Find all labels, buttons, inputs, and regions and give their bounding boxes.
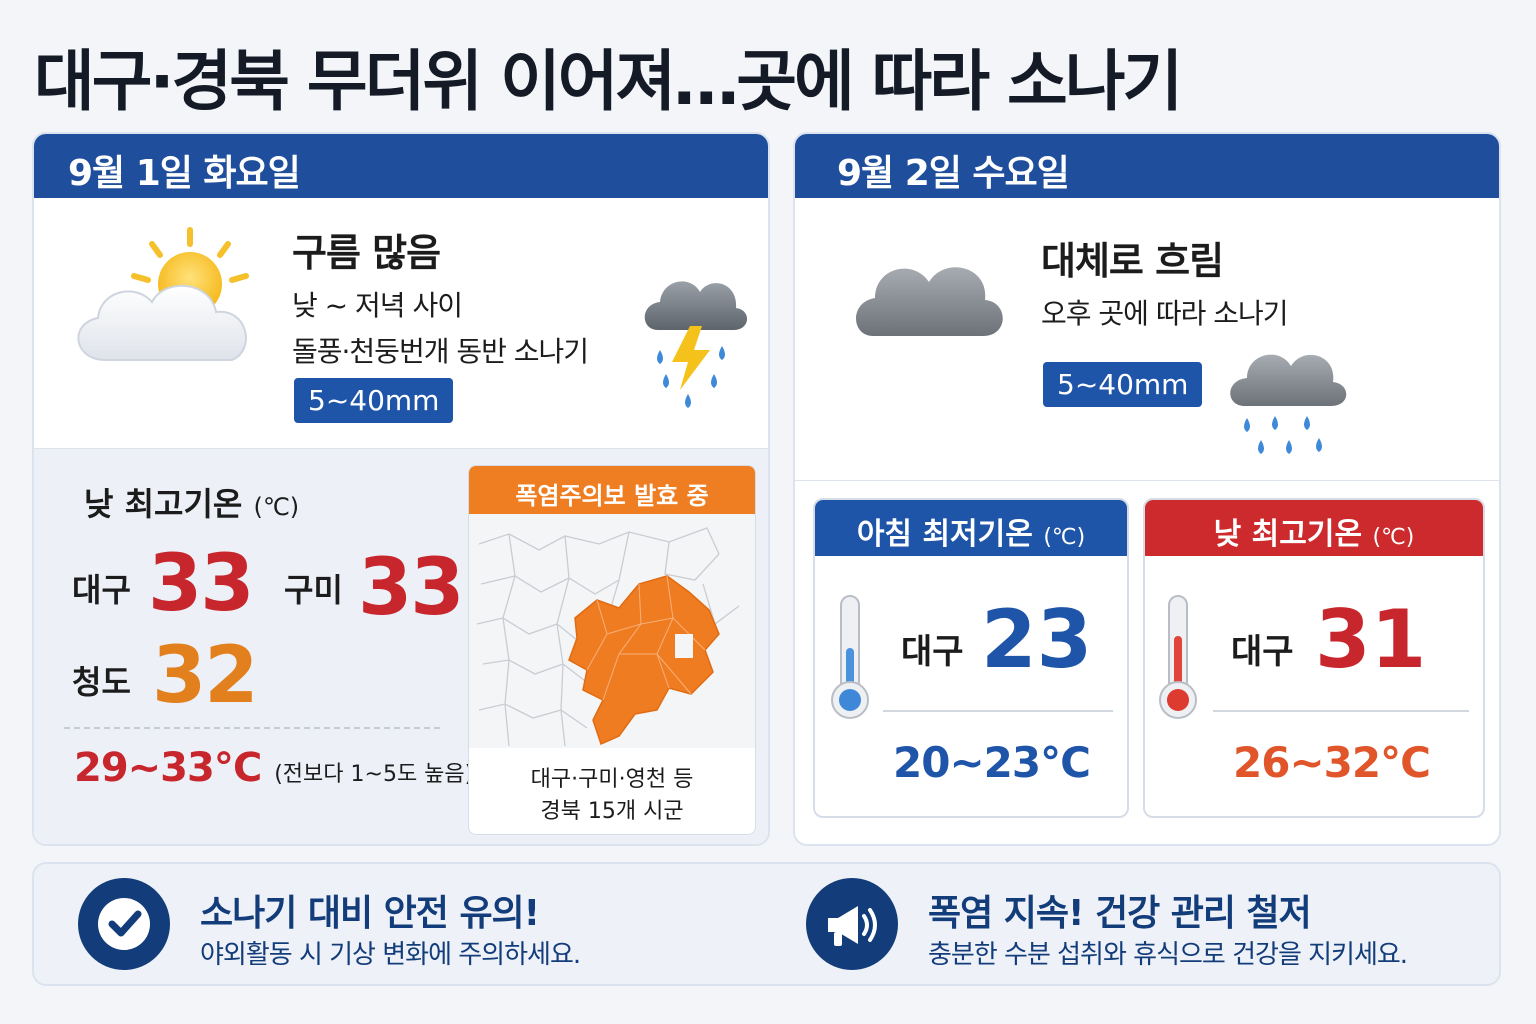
sun-behind-cloud-icon [77,227,249,361]
day1-high-value-2: 33 [358,543,465,633]
tip-2-text: 충분한 수분 섭취와 휴식으로 건강을 지키세요. [928,940,1408,970]
heat-advisory-box: 폭염주의보 발효 중 [468,465,756,835]
checkmark-icon [78,878,170,970]
high-temp-card: 낮 최고기온 (℃) 대구 31 26~32℃ [1143,498,1485,818]
day1-city-1: 대구 [72,571,131,609]
day1-range-value: 29~33℃ [74,745,262,791]
day2-rain-badge: 5~40mm [1043,362,1203,407]
heat-advisory-title: 폭염주의보 발효 중 [469,466,755,514]
low-temp-range: 20~23℃ [893,738,1091,787]
tip-2-title: 폭염 지속! 건강 관리 철저 [928,893,1312,934]
day1-date: 9월 1일 화요일 [34,134,768,198]
hot-thermometer-icon [1159,595,1197,719]
day2-detail-line1: 오후 곳에 따라 소나기 [1041,297,1289,330]
cold-thermometer-icon [831,595,869,719]
day2-condition: 대체로 흐림 [1041,239,1224,283]
high-temp-range: 26~32℃ [1233,738,1431,787]
low-temp-label: 아침 최저기온 [856,517,1033,552]
day2-panel: 9월 2일 수요일 대체로 흐림 오후 곳에 따라 소나기 5~40mm 아침 … [793,132,1501,846]
divider [883,710,1113,712]
divider [795,480,1499,481]
day1-city-3: 청도 [72,663,131,701]
gyeongbuk-map-icon [469,514,755,748]
thunderstorm-rain-icon [644,281,748,408]
day1-high-value-1: 33 [148,539,255,629]
day1-condition: 구름 많음 [292,231,441,275]
day1-high-label-text: 낮 최고기온 [84,485,243,523]
day1-high-unit: (℃) [253,493,300,521]
cloud-icon [856,267,1003,336]
divider [1213,710,1469,712]
day1-panel: 9월 1일 화요일 구름 많음 낮 ~ 저녁 사이 돌풍·천둥번개 동반 소나기… [32,132,770,846]
tips-bar: 소나기 대비 안전 유의! 야외활동 시 기상 변화에 주의하세요. 폭염 지속… [32,862,1501,986]
day1-detail-line2: 돌풍·천둥번개 동반 소나기 [292,335,589,368]
low-temp-city: 대구 [901,632,964,672]
headline: 대구·경북 무더위 이어져…곳에 따라 소나기 [34,43,1183,120]
day1-high-label: 낮 최고기온 (℃) [84,479,299,525]
heat-caption-1: 대구·구미·영천 등 [530,767,694,792]
megaphone-icon [806,878,898,970]
divider [64,727,440,729]
high-temp-city: 대구 [1231,632,1294,672]
low-temp-value: 23 [981,593,1093,686]
tip-1-text: 야외활동 시 기상 변화에 주의하세요. [200,940,581,970]
low-temp-header: 아침 최저기온 (℃) [815,500,1127,556]
day1-high-section: 낮 최고기온 (℃) 대구 33 구미 33 청도 32 29~33℃ (전보다… [34,448,768,844]
high-temp-value: 31 [1315,593,1427,686]
high-temp-label: 낮 최고기온 [1213,517,1363,552]
low-temp-unit: (℃) [1043,525,1086,550]
day1-city-2: 구미 [284,571,343,609]
low-temp-card: 아침 최저기온 (℃) 대구 23 20~23℃ [813,498,1129,818]
high-temp-unit: (℃) [1372,525,1415,550]
rain-cloud-icon [1230,354,1347,454]
high-temp-header: 낮 최고기온 (℃) [1145,500,1483,556]
day1-range-note: (전보다 1~5도 높음) [274,762,474,787]
tip-1-title: 소나기 대비 안전 유의! [200,893,540,934]
day1-range: 29~33℃ (전보다 1~5도 높음) [74,745,473,791]
day1-high-value-3: 32 [152,631,259,721]
day1-rain-badge: 5~40mm [294,378,454,423]
day2-date: 9월 2일 수요일 [795,134,1499,198]
day1-detail-line1: 낮 ~ 저녁 사이 [292,289,463,322]
heat-caption-2: 경북 15개 시군 [540,799,684,824]
